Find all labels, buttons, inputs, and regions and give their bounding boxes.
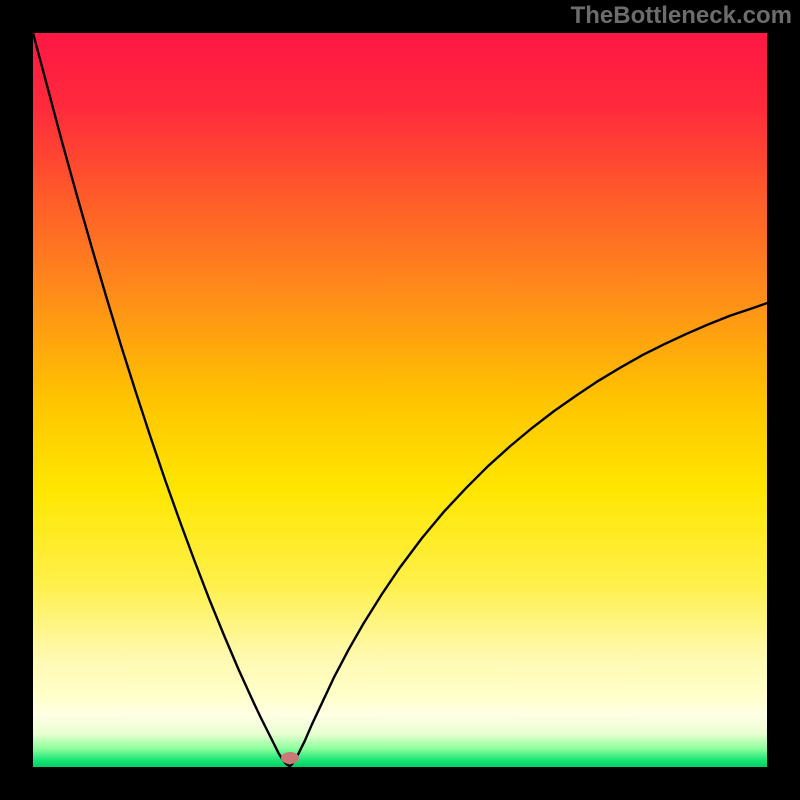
chart-curve bbox=[33, 33, 767, 767]
bottleneck-chart bbox=[33, 33, 767, 767]
bottleneck-curve-path bbox=[33, 33, 767, 766]
optimal-point-marker bbox=[281, 752, 299, 764]
watermark-text: TheBottleneck.com bbox=[571, 2, 792, 30]
